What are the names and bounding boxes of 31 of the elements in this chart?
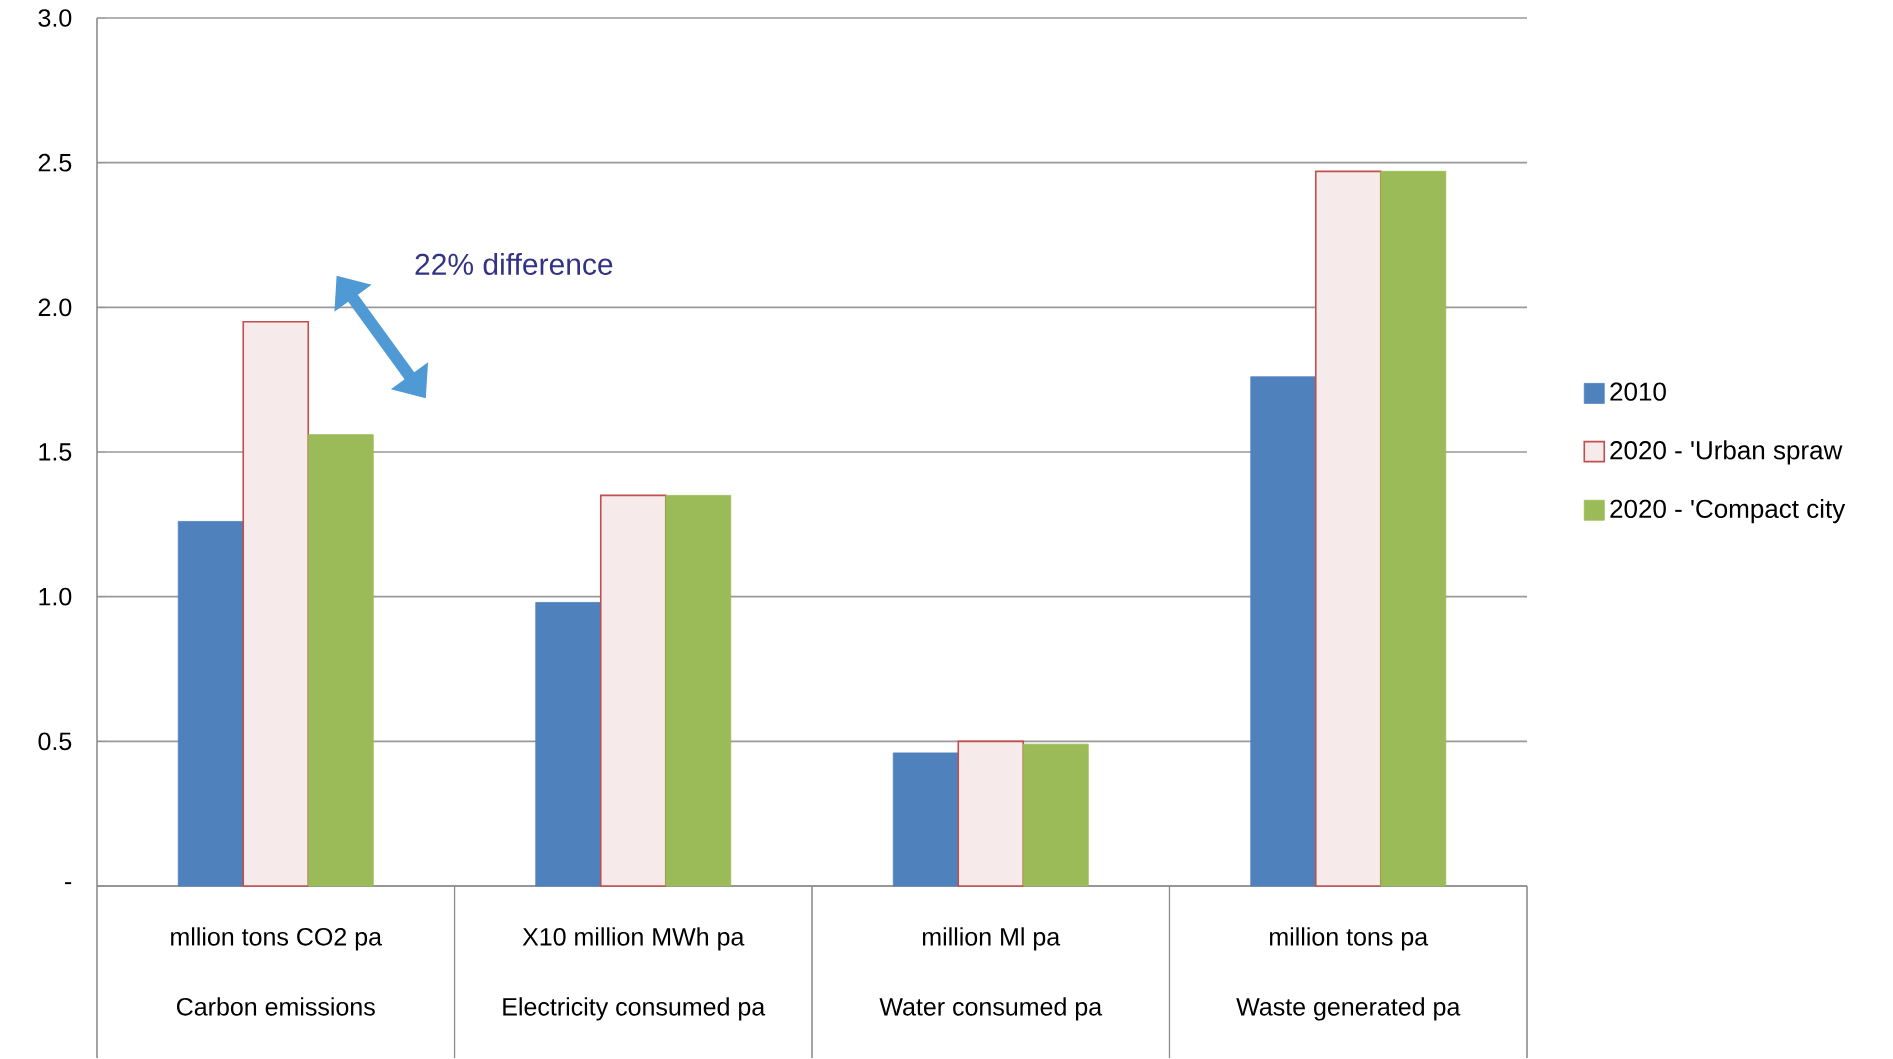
bar — [535, 602, 602, 887]
bar — [1314, 170, 1382, 887]
y-tick-label: - — [65, 882, 72, 885]
y-tick-label: 2.5 — [38, 153, 72, 172]
text: mllion tons CO2 pa — [171, 927, 382, 951]
legend-label: 2010 — [1610, 382, 1666, 401]
bar — [1022, 743, 1089, 887]
y-tick-label: 2.0 — [38, 298, 72, 317]
bar — [1380, 171, 1447, 887]
bar — [599, 494, 667, 887]
text: X10 million MWh pa — [522, 927, 745, 951]
bar — [242, 321, 310, 887]
x-tick-label: Electricity consumed pa — [503, 997, 766, 1021]
bar — [957, 740, 1025, 887]
legend-label: 2020 - 'Urban spraw — [1610, 440, 1843, 465]
bar — [892, 752, 959, 887]
y-tick-label: 3.0 — [38, 9, 72, 27]
bar — [177, 521, 244, 887]
bar — [307, 434, 374, 887]
text: million Ml pa — [922, 927, 1061, 951]
x-tick-label: Carbon emissions — [176, 997, 375, 1016]
bar — [1250, 376, 1317, 887]
bar — [665, 495, 732, 887]
x-tick-label: Waste generated pa — [1236, 997, 1461, 1021]
y-tick-label: 0.5 — [38, 732, 72, 751]
annotation: 22% difference — [415, 253, 613, 276]
y-tick-label: 1.5 — [39, 443, 72, 461]
x-tick-label: Water consumed pa — [879, 997, 1103, 1021]
y-tick-label: 1.0 — [39, 587, 72, 606]
legend-label: 2020 - 'Compact city — [1610, 499, 1846, 524]
text: million tons pa — [1270, 927, 1429, 951]
